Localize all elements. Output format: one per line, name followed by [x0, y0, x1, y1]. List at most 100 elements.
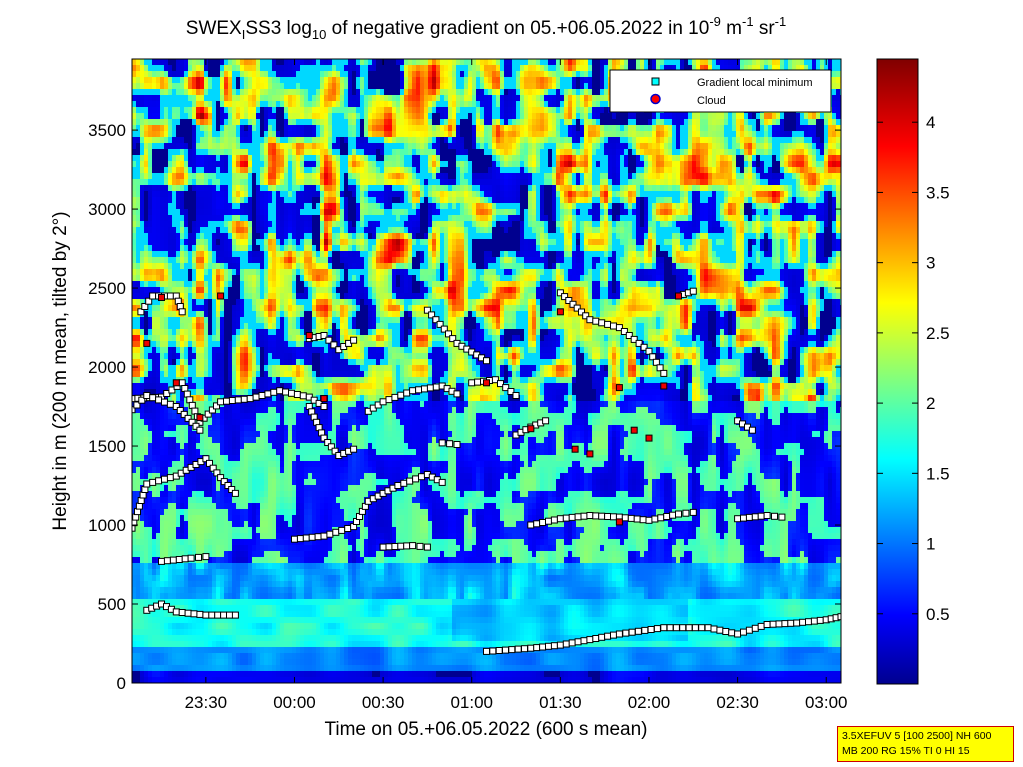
gradient-minimum-point — [639, 516, 647, 524]
gradient-minimum-point — [568, 513, 576, 521]
gradient-minimum-point — [679, 624, 687, 632]
gradient-minimum-point — [436, 320, 444, 328]
gradient-minimum-point — [787, 619, 795, 627]
gradient-minimum-point — [580, 637, 588, 645]
gradient-minimum-point — [161, 475, 168, 483]
gradient-minimum-point — [415, 386, 423, 394]
gradient-minimum-point — [598, 512, 606, 520]
gradient-minimum-point — [445, 330, 452, 338]
gradient-minimum-point — [598, 633, 606, 641]
gradient-minimum-point — [805, 618, 812, 626]
gradient-minimum-point — [816, 616, 824, 624]
gradient-minimum-point — [196, 426, 204, 434]
gradient-minimum-point — [682, 509, 690, 517]
gradient-minimum-point — [527, 644, 535, 652]
gradient-minimum-point — [258, 392, 266, 399]
gradient-minimum-point — [649, 353, 657, 361]
gradient-minimum-point — [320, 403, 328, 410]
gradient-minimum-point — [208, 406, 216, 414]
gradient-minimum-point — [621, 514, 629, 522]
gradient-minimum-point — [176, 407, 184, 414]
legend-circle-icon — [650, 93, 661, 105]
gradient-minimum-point — [288, 389, 295, 397]
cloud-point — [196, 414, 204, 422]
gradient-minimum-point — [180, 410, 188, 418]
gradient-minimum-point — [379, 543, 387, 551]
gradient-minimum-point — [270, 388, 278, 396]
gradient-minimum-point — [428, 311, 436, 319]
gradient-minimum-point — [149, 292, 157, 300]
gradient-minimum-point — [622, 629, 630, 637]
x-tick-label: 03:00 — [805, 693, 848, 712]
gradient-minimum-point — [320, 332, 328, 339]
gradient-minimum-point — [412, 475, 420, 483]
gradient-minimum-point — [391, 393, 399, 401]
gradient-minimum-point — [508, 646, 516, 654]
gradient-minimum-point — [143, 392, 151, 399]
gradient-minimum-point — [178, 308, 186, 316]
gradient-minimum-point — [502, 646, 509, 654]
gradient-minimum-point — [793, 619, 801, 627]
cloud-point — [217, 292, 225, 300]
gradient-minimum-point — [184, 414, 192, 422]
gradient-minimum-point — [325, 336, 333, 344]
gradient-minimum-point — [556, 289, 564, 297]
gradient-minimum-point — [314, 533, 322, 541]
gradient-minimum-point — [698, 624, 706, 632]
gradient-minimum-point — [223, 397, 230, 405]
gradient-minimum-point — [641, 626, 649, 634]
gradient-minimum-point — [763, 621, 771, 628]
plot-frame — [131, 58, 842, 684]
gradient-minimum-point — [421, 385, 428, 393]
gradient-minimum-point — [327, 443, 335, 451]
gradient-minimum-point — [224, 482, 232, 489]
gradient-minimum-point — [483, 647, 490, 655]
gradient-minimum-point — [220, 611, 228, 619]
gradient-minimum-point — [440, 325, 448, 333]
gradient-minimum-point — [751, 513, 759, 521]
legend-label-cloud: Cloud — [697, 95, 726, 107]
gradient-minimum-point — [217, 398, 225, 406]
y-tick-label: 1000 — [88, 516, 126, 535]
gradient-minimum-point — [704, 624, 712, 632]
gradient-minimum-point — [166, 292, 174, 300]
y-tick-label: 1500 — [88, 437, 126, 456]
gradient-minimum-point — [453, 390, 461, 398]
gradient-minimum-point — [264, 390, 272, 398]
gradient-minimum-point — [645, 516, 653, 524]
gradient-minimum-point — [228, 486, 236, 493]
gradient-minimum-point — [716, 626, 724, 634]
gradient-minimum-point — [282, 388, 290, 396]
gradient-minimum-point — [158, 557, 165, 565]
gradient-minimum-point — [660, 369, 668, 377]
gradient-minimum-point — [533, 644, 541, 652]
cloud-point — [615, 518, 623, 526]
title-text: SWEXISS3 log10 of negative gradient on 0… — [186, 14, 786, 42]
gradient-minimum-point — [592, 512, 600, 520]
gradient-minimum-point — [745, 626, 753, 634]
info-line-1: 3.5XEFUV 5 [100 2500] NH 600 — [842, 730, 992, 742]
gradient-minimum-point — [178, 379, 186, 387]
gradient-minimum-point — [432, 383, 440, 391]
gradient-minimum-point — [568, 639, 576, 647]
gradient-minimum-point — [385, 396, 393, 404]
gradient-minimum-point — [155, 396, 163, 404]
gradient-minimum-point — [660, 624, 668, 632]
gradient-minimum-point — [155, 477, 163, 485]
gradient-minimum-point — [228, 397, 236, 404]
cloud-point — [556, 308, 564, 316]
colorbar-tick-label: 4 — [926, 113, 935, 132]
legend-square-icon — [651, 77, 660, 86]
gradient-minimum-point — [562, 640, 570, 648]
gradient-minimum-point — [539, 519, 547, 526]
gradient-minimum-point — [556, 641, 564, 649]
gradient-minimum-point — [627, 514, 635, 522]
gradient-minimum-point — [202, 553, 210, 561]
gradient-minimum-point — [246, 395, 254, 403]
gradient-minimum-point — [350, 445, 358, 453]
gradient-minimum-point — [740, 514, 747, 522]
gradient-minimum-point — [586, 316, 594, 324]
cloud-point — [172, 379, 180, 387]
gradient-minimum-point — [675, 510, 682, 518]
